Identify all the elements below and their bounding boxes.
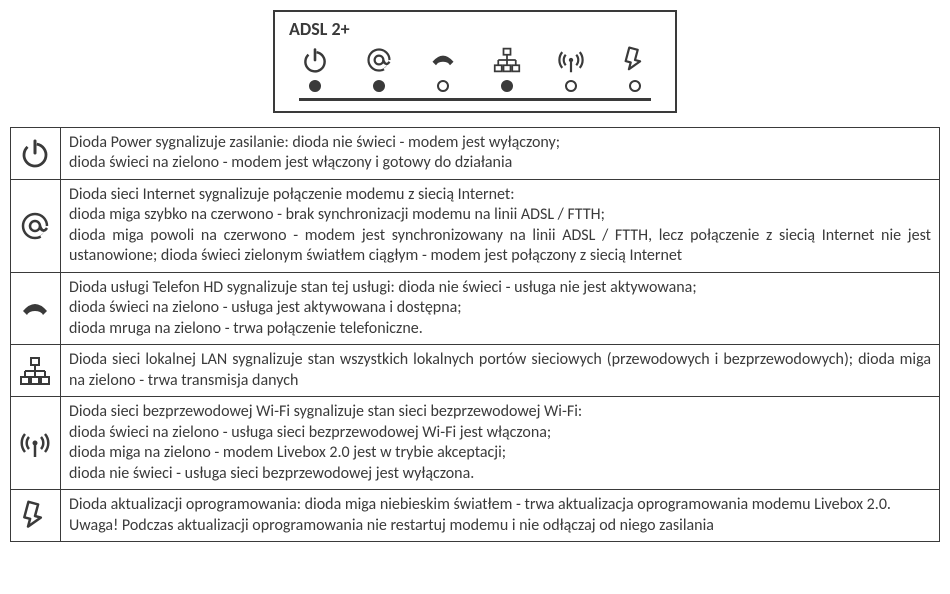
- led-on: [501, 80, 513, 92]
- update-icon: [19, 500, 52, 532]
- row-text-line: Dioda sieci bezprzewodowej Wi-Fi sygnali…: [69, 402, 582, 421]
- led-on: [309, 80, 321, 92]
- led-on: [373, 80, 385, 92]
- modem-icon-cell: [618, 46, 652, 74]
- row-text-line: dioda świeci na zielono - modem jest włą…: [69, 153, 512, 172]
- table-row: Dioda sieci lokalnej LAN sygnalizuje sta…: [11, 345, 940, 397]
- row-icon-cell: [11, 179, 61, 272]
- row-text-line: dioda miga na zielono - modem Livebox 2.…: [69, 443, 506, 462]
- row-text-line: Dioda sieci lokalnej LAN sygnalizuje sta…: [69, 350, 931, 389]
- row-text-cell: Dioda aktualizacji oprogramowania: dioda…: [61, 490, 940, 542]
- row-text-line: Dioda sieci Internet sygnalizuje połącze…: [69, 185, 515, 204]
- row-icon-cell: [11, 397, 61, 490]
- power-icon: [301, 46, 329, 74]
- led-off: [437, 80, 449, 92]
- row-icon-cell: [11, 272, 61, 344]
- modem-icon-cell: [554, 46, 588, 74]
- row-icon-cell: [11, 345, 61, 397]
- modem-led-row: [289, 80, 661, 92]
- modem-led: [554, 80, 588, 92]
- at-icon: [365, 46, 393, 74]
- row-text-line: dioda miga szybko na czerwono - brak syn…: [69, 205, 605, 224]
- wifi-icon: [557, 46, 585, 74]
- modem-icon-cell: [426, 46, 460, 74]
- phone-icon: [19, 293, 52, 325]
- modem-icon-cell: [490, 46, 524, 74]
- row-text-cell: Dioda usługi Telefon HD sygnalizuje stan…: [61, 272, 940, 344]
- modem-led: [298, 80, 332, 92]
- table-row: Dioda Power sygnalizuje zasilanie: dioda…: [11, 128, 940, 180]
- modem-icon-cell: [298, 46, 332, 74]
- row-text-line: Uwaga! Podczas aktualizacji oprogramowan…: [69, 516, 714, 535]
- row-text-cell: Dioda sieci lokalnej LAN sygnalizuje sta…: [61, 345, 940, 397]
- led-off: [629, 80, 641, 92]
- row-text-line: dioda miga powoli na czerwono - modem je…: [69, 226, 931, 265]
- modem-title: ADSL 2+: [289, 18, 661, 40]
- modem-base-line: [299, 98, 651, 101]
- lan-icon: [19, 355, 52, 387]
- modem-panel: ADSL 2+: [273, 10, 677, 113]
- update-icon: [621, 46, 649, 74]
- row-text-cell: Dioda Power sygnalizuje zasilanie: dioda…: [61, 128, 940, 180]
- row-text-line: Dioda aktualizacji oprogramowania: dioda…: [69, 495, 891, 514]
- modem-icon-row: [289, 46, 661, 74]
- modem-led: [362, 80, 396, 92]
- row-text-line: dioda świeci na zielono - usługa sieci b…: [69, 423, 551, 442]
- phone-icon: [429, 46, 457, 74]
- led-description-table: Dioda Power sygnalizuje zasilanie: dioda…: [10, 127, 940, 542]
- table-row: Dioda sieci bezprzewodowej Wi-Fi sygnali…: [11, 397, 940, 490]
- modem-led: [618, 80, 652, 92]
- table-row: Dioda sieci Internet sygnalizuje połącze…: [11, 179, 940, 272]
- led-off: [565, 80, 577, 92]
- power-icon: [19, 137, 52, 169]
- row-icon-cell: [11, 128, 61, 180]
- table-row: Dioda usługi Telefon HD sygnalizuje stan…: [11, 272, 940, 344]
- lan-icon: [493, 46, 521, 74]
- row-text-line: Dioda Power sygnalizuje zasilanie: dioda…: [69, 133, 560, 152]
- row-text-line: dioda świeci na zielono - usługa jest ak…: [69, 298, 462, 317]
- row-text-cell: Dioda sieci bezprzewodowej Wi-Fi sygnali…: [61, 397, 940, 490]
- at-icon: [19, 210, 52, 242]
- modem-led: [490, 80, 524, 92]
- row-text-line: dioda nie świeci - usługa sieci bezprzew…: [69, 464, 474, 483]
- modem-led: [426, 80, 460, 92]
- row-text-line: Dioda usługi Telefon HD sygnalizuje stan…: [69, 278, 697, 297]
- row-text-line: dioda mruga na zielono - trwa połączenie…: [69, 319, 423, 338]
- table-row: Dioda aktualizacji oprogramowania: dioda…: [11, 490, 940, 542]
- row-text-cell: Dioda sieci Internet sygnalizuje połącze…: [61, 179, 940, 272]
- row-icon-cell: [11, 490, 61, 542]
- modem-icon-cell: [362, 46, 396, 74]
- wifi-icon: [19, 427, 52, 459]
